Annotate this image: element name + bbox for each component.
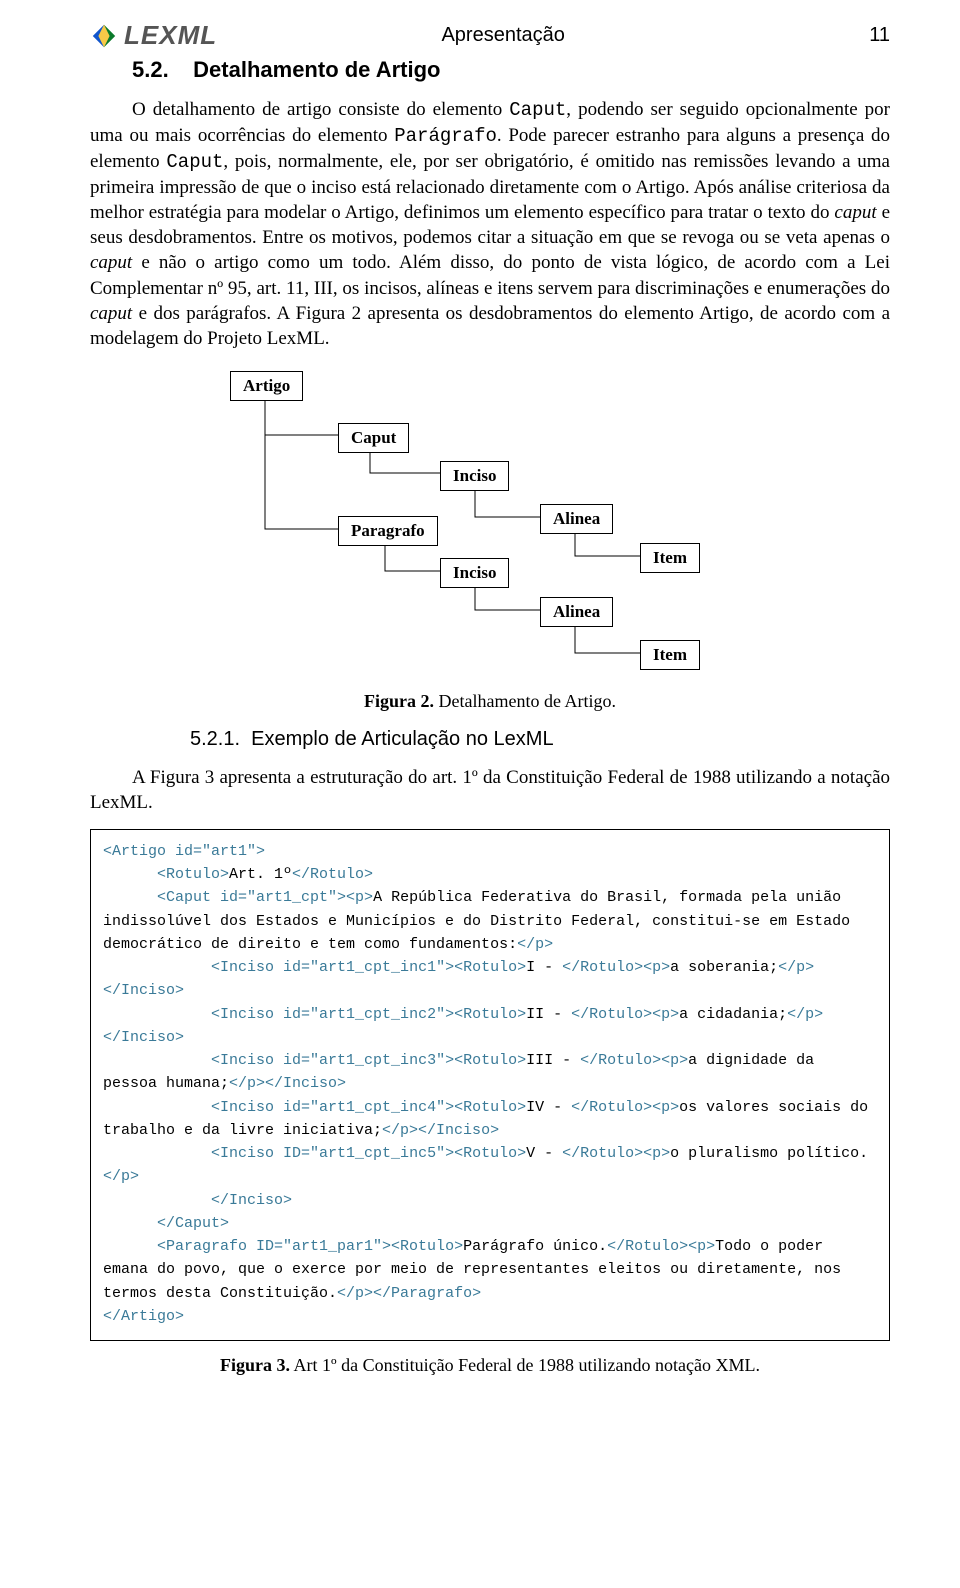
xml-tag: </p> xyxy=(103,1168,139,1185)
xml-tag: <Paragrafo ID="art1_par1"><Rotulo> xyxy=(157,1238,463,1255)
figure-3-text: Art 1º da Constituição Federal de 1988 u… xyxy=(290,1355,760,1375)
xml-tag: <Inciso id="art1_cpt_inc2"><Rotulo> xyxy=(211,1006,526,1023)
xml-text: V - xyxy=(526,1145,562,1162)
figure-2-text: Detalhamento de Artigo. xyxy=(434,691,616,711)
tree-node-caput: Caput xyxy=(338,423,409,453)
italic: caput xyxy=(834,202,876,223)
xml-tag: </Rotulo><p> xyxy=(571,1099,679,1116)
xml-tag: </Rotulo><p> xyxy=(571,1006,679,1023)
xml-tag: </Rotulo><p> xyxy=(562,959,670,976)
tree-node-alinea-2: Alinea xyxy=(540,597,613,627)
figure-2-caption: Figura 2. Detalhamento de Artigo. xyxy=(90,691,890,712)
tree-node-alinea-1: Alinea xyxy=(540,504,613,534)
t: O detalhamento de artigo consiste do ele… xyxy=(132,99,509,120)
xml-tag: </p></Paragrafo> xyxy=(337,1285,481,1302)
xml-tag: <Inciso id="art1_cpt_inc1"><Rotulo> xyxy=(211,959,526,976)
page-header: LEXML Apresentação 11 xyxy=(90,20,890,51)
xml-tag: </p> xyxy=(517,936,553,953)
xml-tag: </Caput> xyxy=(157,1215,229,1232)
tree-node-artigo: Artigo xyxy=(230,371,303,401)
xml-tag: </Artigo> xyxy=(103,1308,184,1325)
t: e dos parágrafos. A Figura 2 apresenta o… xyxy=(90,303,890,349)
xml-tag: <Caput id="art1_cpt"><p> xyxy=(157,889,373,906)
figure-2-diagram: Artigo Caput Inciso Paragrafo Alinea Inc… xyxy=(230,371,830,681)
xml-tag: </Rotulo> xyxy=(292,866,373,883)
xml-tag: </Inciso> xyxy=(211,1192,292,1209)
figure-3-label: Figura 3. xyxy=(220,1355,290,1375)
xml-tag: <Inciso id="art1_cpt_inc4"><Rotulo> xyxy=(211,1099,526,1116)
page-number: 11 xyxy=(869,24,890,47)
xml-tag: <Artigo id="art1"> xyxy=(103,843,265,860)
tree-connectors xyxy=(230,371,830,681)
subsection-number: 5.2.1. xyxy=(190,728,240,750)
xml-tag: <Inciso ID="art1_cpt_inc5"><Rotulo> xyxy=(211,1145,526,1162)
xml-tag: <Rotulo> xyxy=(157,866,229,883)
section-title: Detalhamento de Artigo xyxy=(193,57,440,82)
figure-3-codebox: <Artigo id="art1"> <Rotulo>Art. 1º</Rotu… xyxy=(90,829,890,1341)
code-inline: Parágrafo xyxy=(394,125,497,147)
running-head: Apresentação xyxy=(137,24,869,47)
paragraph-1: O detalhamento de artigo consiste do ele… xyxy=(90,97,890,351)
italic: caput xyxy=(90,303,132,324)
xml-tag: </Rotulo><p> xyxy=(607,1238,715,1255)
italic: caput xyxy=(90,252,132,273)
tree-node-inciso-2: Inciso xyxy=(440,558,509,588)
xml-text: I - xyxy=(526,959,562,976)
xml-tag: </Rotulo><p> xyxy=(580,1052,688,1069)
xml-tag: <Inciso id="art1_cpt_inc3"><Rotulo> xyxy=(211,1052,526,1069)
paragraph-2: A Figura 3 apresenta a estruturação do a… xyxy=(90,765,890,815)
subsection-heading: 5.2.1. Exemplo de Articulação no LexML xyxy=(90,728,890,751)
figure-3-caption: Figura 3. Art 1º da Constituição Federal… xyxy=(90,1355,890,1376)
xml-text: IV - xyxy=(526,1099,571,1116)
t: e não o artigo como um todo. Além disso,… xyxy=(90,252,890,298)
tree-node-item-1: Item xyxy=(640,543,700,573)
subsection-title: Exemplo de Articulação no LexML xyxy=(251,728,553,750)
tree-node-inciso-1: Inciso xyxy=(440,461,509,491)
xml-text: II - xyxy=(526,1006,571,1023)
figure-2-label: Figura 2. xyxy=(364,691,434,711)
tree-node-paragrafo: Paragrafo xyxy=(338,516,438,546)
code-inline: Caput xyxy=(509,99,566,121)
xml-text: Parágrafo único. xyxy=(463,1238,607,1255)
xml-text: III - xyxy=(526,1052,580,1069)
xml-tag: </Rotulo><p> xyxy=(562,1145,670,1162)
tree-node-item-2: Item xyxy=(640,640,700,670)
logo-icon xyxy=(90,22,118,50)
xml-tag: </p></Inciso> xyxy=(382,1122,499,1139)
section-number: 5.2. xyxy=(132,57,169,82)
section-heading: 5.2. Detalhamento de Artigo xyxy=(90,57,890,83)
xml-tag: </p></Inciso> xyxy=(229,1075,346,1092)
xml-text: o pluralismo político. xyxy=(670,1145,868,1162)
xml-text: a soberania; xyxy=(670,959,778,976)
code-inline: Caput xyxy=(166,151,223,173)
page: LEXML Apresentação 11 5.2. Detalhamento … xyxy=(0,0,960,1416)
xml-text: Art. 1º xyxy=(229,866,292,883)
xml-text: a cidadania; xyxy=(679,1006,787,1023)
